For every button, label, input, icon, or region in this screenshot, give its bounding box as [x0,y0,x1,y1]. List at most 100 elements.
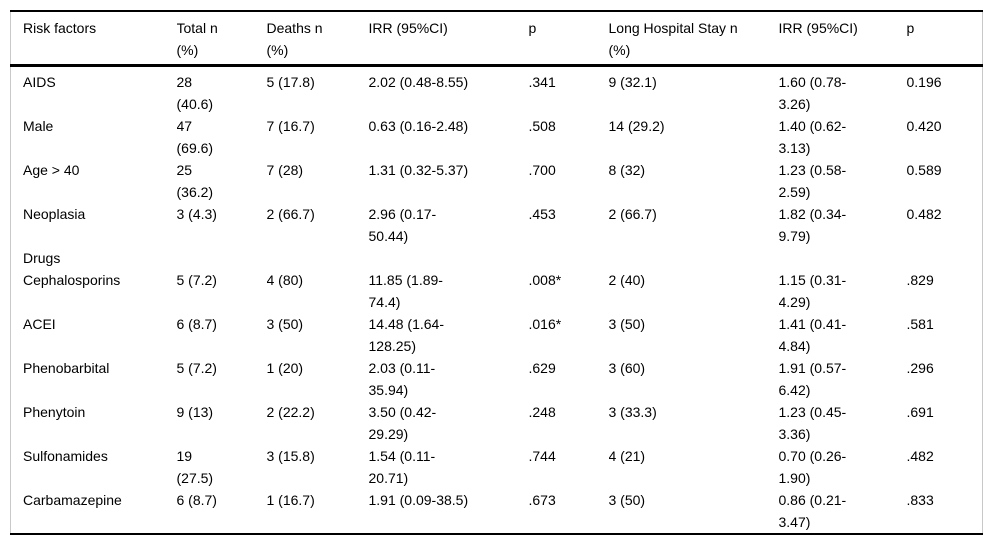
cell-irr-death: 2.03 (0.11-​35.94) [368,360,436,398]
cell-long-stay-n: 8 (32) [608,162,646,178]
col-header-irr-death: IRR (95%CI) [368,11,529,67]
cell-long-stay-n: 2 (40) [608,272,646,288]
cell-total-n: 47 (69.6) [176,118,214,156]
cell-long-stay-n: 3 (50) [608,316,646,332]
cell-irr-stay: 1.60 (0.78-​3.26) [778,74,847,112]
row-label: Cephalosporins [23,272,121,288]
cell-irr-stay: 1.40 (0.62-​3.13) [778,118,847,156]
cell-irr-death: 3.50 (0.42-​29.29) [368,404,437,442]
cell-p-stay [907,247,983,269]
cell-long-stay-n: 2 (66.7) [608,206,657,222]
cell-p-death: .248 [528,404,556,420]
cell-total-n: 5 (7.2) [176,272,217,288]
cell-deaths-n: 5 (17.8) [266,74,315,90]
cell-irr-death: 14.48 (1.64-​128.25) [368,316,445,354]
cell-long-stay-n: 14 (29.2) [608,118,665,134]
cell-deaths-n: 1 (20) [266,360,304,376]
cell-total-n: 9 (13) [176,404,214,420]
cell-irr-stay: 1.23 (0.45-​3.36) [778,404,847,442]
table-row-phenobarbital: Phenobarbital 5 (7.2) 1 (20) 2.03 (0.11-… [11,357,983,401]
cell-long-stay-n: 3 (60) [608,360,646,376]
cell-p-stay: .833 [906,492,934,508]
cell-deaths-n: 7 (28) [266,162,304,178]
cell-deaths-n: 7 (16.7) [266,118,315,134]
col-header-p-stay: p [906,11,983,67]
cell-irr-death: 0.63 (0.16-​2.48) [368,118,469,134]
cell-long-stay-n: 4 (21) [608,448,646,464]
cell-irr-stay: 1.23 (0.58-​2.59) [778,162,847,200]
cell-p-death: .016* [528,316,562,332]
cell-p-stay: 0.420 [906,118,942,134]
cell-total-n: 6 (8.7) [176,492,217,508]
col-header-risk-factors: Risk factors [10,11,177,67]
table-row-sulfonamides: Sulfonamides 19 (27.5) 3 (15.8) 1.54 (0.… [11,445,983,489]
risk-factors-outcomes-table: Risk factors Total n (%) Deaths n (%) IR… [10,10,983,535]
cell-irr-death: 1.31 (0.32-​5.37) [368,162,469,178]
row-label: Neoplasia [23,206,86,222]
cell-p-death: .744 [528,448,556,464]
row-label: Male [23,118,54,134]
cell-irr-stay: 0.70 (0.26-​1.90) [778,448,847,486]
cell-p-death [529,247,609,269]
section-label: Drugs [23,250,61,266]
cell-long-stay-n: 9 (32.1) [608,74,657,90]
cell-irr-death: 2.96 (0.17-​50.44) [368,206,437,244]
row-label: Carbamazepine [23,492,122,508]
cell-long-stay-n: 3 (50) [608,492,646,508]
table-row-male: Male 47 (69.6) 7 (16.7) 0.63 (0.16-​2.48… [11,115,983,159]
cell-p-death: .453 [528,206,556,222]
table-row-cephalosporins: Cephalosporins 5 (7.2) 4 (80) 11.85 (1.8… [11,269,983,313]
header-row: Risk factors Total n (%) Deaths n (%) IR… [10,11,983,67]
cell-irr-stay: 1.15 (0.31-​4.29) [778,272,847,310]
cell-deaths-n: 2 (66.7) [266,206,315,222]
cell-p-stay: .482 [906,448,934,464]
col-header-p-death: p [528,11,609,67]
cell-irr-stay: 1.41 (0.41-​4.84) [778,316,847,354]
cell-deaths-n: 4 (80) [266,272,304,288]
cell-p-stay: .581 [906,316,934,332]
cell-irr-death: 1.54 (0.11-​20.71) [368,448,436,486]
table-row-acei: ACEI 6 (8.7) 3 (50) 14.48 (1.64-​128.25)… [11,313,983,357]
table-row-neoplasia: Neoplasia 3 (4.3) 2 (66.7) 2.96 (0.17-​5… [11,203,983,247]
cell-deaths-n: 1 (16.7) [266,492,315,508]
cell-p-stay: 0.196 [906,74,942,90]
row-label: Age > 40 [23,162,80,178]
cell-deaths-n: 2 (22.2) [266,404,315,420]
cell-irr-death: 1.91 (0.09-​38.5) [368,492,469,508]
row-label: ACEI [23,316,56,332]
row-label: AIDS [23,74,56,90]
cell-total-n: 3 (4.3) [176,206,217,222]
cell-total-n: 19 (27.5) [176,448,214,486]
cell-deaths-n: 3 (15.8) [266,448,315,464]
cell-p-death: .508 [528,118,556,134]
cell-total-n [177,247,267,269]
col-header-total-n: Total n (%) [176,11,267,67]
table-row-aids: AIDS 28 (40.6) 5 (17.8) 2.02 (0.48-​8.55… [11,66,983,116]
cell-long-stay-n: 3 (33.3) [608,404,657,420]
row-label: Phenobarbital [23,360,110,376]
cell-p-death: .673 [528,492,556,508]
row-label: Phenytoin [23,404,86,420]
table-row-phenytoin: Phenytoin 9 (13) 2 (22.2) 3.50 (0.42-​29… [11,401,983,445]
cell-total-n: 25 (36.2) [176,162,214,200]
cell-total-n: 28 (40.6) [176,74,214,112]
cell-p-stay: .829 [906,272,934,288]
cell-p-stay: 0.482 [906,206,942,222]
cell-deaths-n: 3 (50) [266,316,304,332]
cell-irr-stay: 1.91 (0.57-​6.42) [778,360,847,398]
table-row-carbamazepine: Carbamazepine 6 (8.7) 1 (16.7) 1.91 (0.0… [11,489,983,534]
cell-total-n: 5 (7.2) [176,360,217,376]
cell-long-stay-n [609,247,779,269]
col-header-deaths-n: Deaths n (%) [266,11,369,67]
cell-irr-death [369,247,529,269]
cell-p-death: .629 [528,360,556,376]
col-header-irr-stay: IRR (95%CI) [778,11,907,67]
cell-p-stay: .296 [906,360,934,376]
col-header-long-hospital-stay: Long Hospital Stay n (%) [608,11,779,67]
cell-total-n: 6 (8.7) [176,316,217,332]
cell-irr-stay: 0.86 (0.21-​3.47) [778,492,847,530]
table-row-drugs-section: Drugs [11,247,983,269]
cell-irr-stay [779,247,907,269]
cell-irr-stay: 1.82 (0.34-​9.79) [778,206,847,244]
